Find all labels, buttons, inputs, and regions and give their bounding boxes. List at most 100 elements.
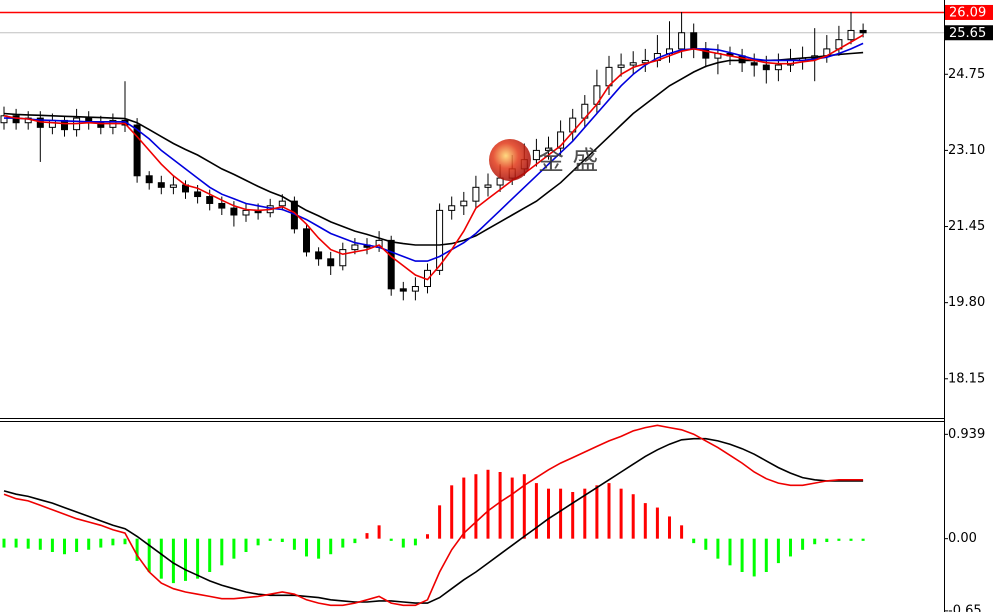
histogram-bar <box>329 538 333 555</box>
candle-body <box>145 175 153 184</box>
histogram-bar <box>305 538 308 557</box>
histogram-bar <box>825 538 829 542</box>
candle-body <box>194 191 202 198</box>
histogram-bar <box>123 538 127 545</box>
histogram-bar <box>63 538 66 555</box>
histogram-bar <box>413 538 417 546</box>
y-tick-label: 23.10 <box>948 143 985 158</box>
histogram-bar <box>317 538 321 559</box>
histogram-bar <box>426 534 429 539</box>
candle-body <box>303 228 310 253</box>
candle-body <box>48 119 56 128</box>
histogram-bar <box>232 538 236 559</box>
histogram-bar <box>401 538 405 548</box>
histogram-bar <box>752 538 756 577</box>
histogram-bar <box>716 538 720 559</box>
histogram-bar <box>692 538 696 544</box>
histogram-bar <box>510 477 514 539</box>
y-tick-label: 24.75 <box>948 67 985 82</box>
price-label: 26.09 <box>949 5 986 20</box>
candle-body <box>557 131 565 149</box>
candle-body <box>617 64 625 68</box>
candle-body <box>242 209 250 216</box>
histogram-bar <box>655 507 659 539</box>
histogram-bar <box>728 538 732 566</box>
histogram-bar <box>184 538 187 581</box>
candle-body <box>206 196 214 204</box>
histogram-bar <box>643 503 647 539</box>
histogram-bar <box>196 538 200 579</box>
indicator-line <box>3 51 864 246</box>
histogram-bar <box>256 538 260 546</box>
histogram-bar <box>740 538 744 572</box>
watermark: 金 盛 <box>489 139 598 181</box>
candle-body <box>774 64 782 71</box>
histogram-bar <box>87 538 91 550</box>
histogram-bar <box>111 538 115 546</box>
candle-body <box>460 200 468 207</box>
histogram-bar <box>474 474 478 539</box>
histogram-bar <box>631 494 635 539</box>
histogram-bar <box>268 538 272 541</box>
histogram-bar <box>14 538 18 548</box>
y-tick-label: 18.15 <box>948 371 985 386</box>
histogram-bar <box>861 538 865 541</box>
candle-body <box>472 186 480 202</box>
candle-body <box>97 122 105 128</box>
candle-body <box>448 205 456 211</box>
histogram-bar <box>341 538 345 548</box>
indicator-line <box>4 42 864 262</box>
candle-body <box>411 286 419 292</box>
histogram-bar <box>776 538 780 564</box>
histogram-bar <box>789 538 792 557</box>
histogram-bar <box>450 485 454 539</box>
indicator-line <box>3 34 864 281</box>
candle-body <box>641 59 649 64</box>
candle-body <box>315 251 323 260</box>
histogram-bar <box>135 538 139 561</box>
watermark-logo <box>489 139 531 181</box>
indicator-line <box>3 424 864 607</box>
candle-body <box>532 149 540 161</box>
candle-body <box>351 244 359 251</box>
watermark-text: 金 盛 <box>538 147 598 177</box>
histogram-bar <box>571 492 575 539</box>
histogram-bar <box>365 533 369 539</box>
histogram-bar <box>159 538 163 579</box>
candle-body <box>750 62 758 66</box>
histogram-bar <box>26 538 30 549</box>
histogram-bar <box>619 488 623 539</box>
candle-body <box>169 184 177 188</box>
candle-body <box>436 209 444 271</box>
candle-body <box>690 32 698 50</box>
histogram-bar <box>462 477 466 539</box>
histogram-bar <box>75 538 79 552</box>
histogram-bar <box>547 488 550 539</box>
histogram-bar <box>704 538 708 550</box>
y-tick-label: 0.939 <box>948 427 985 442</box>
candle-body <box>545 147 552 151</box>
histogram-bar <box>208 538 212 572</box>
candle-body <box>387 239 395 290</box>
histogram-bar <box>220 538 224 566</box>
candle-body <box>157 182 165 188</box>
histogram-bar <box>244 538 248 552</box>
plot-area <box>0 11 944 607</box>
candle-body <box>327 258 335 267</box>
candle-body <box>762 64 770 71</box>
histogram-bar <box>2 538 6 548</box>
candle-body <box>399 288 407 292</box>
price-label-box <box>945 25 993 41</box>
histogram-bar <box>377 525 381 539</box>
histogram-bar <box>438 505 442 539</box>
candle-body <box>61 119 68 131</box>
candle-body <box>230 207 238 216</box>
histogram-bar <box>607 483 611 539</box>
candle-body <box>339 249 347 267</box>
histogram-bar <box>280 538 284 542</box>
histogram-bar <box>292 538 296 550</box>
price-label-box <box>945 4 993 20</box>
histogram-bar <box>668 516 671 539</box>
candle-body <box>12 115 20 124</box>
